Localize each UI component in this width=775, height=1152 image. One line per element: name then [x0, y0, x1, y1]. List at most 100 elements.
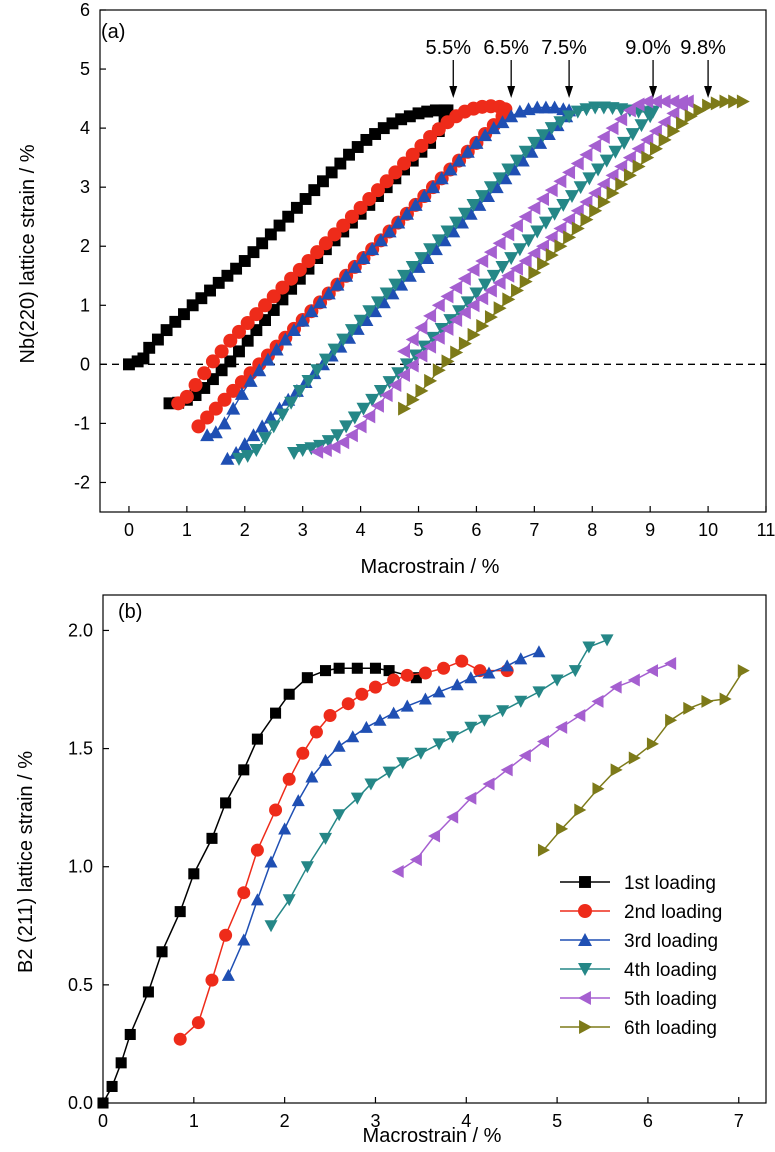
data-point: [527, 136, 542, 150]
data-point: [160, 324, 173, 337]
x-tick-label: 3: [370, 1111, 380, 1131]
y-tick-label: 4: [80, 118, 90, 138]
x-tick-label: 4: [461, 1111, 471, 1131]
data-point: [437, 661, 451, 675]
data-point: [302, 262, 315, 275]
data-point: [570, 156, 584, 171]
x-tick-label: 1: [189, 1111, 199, 1131]
data-point: [544, 122, 559, 136]
data-point: [336, 435, 350, 450]
data-point: [452, 305, 467, 319]
data-point: [240, 449, 255, 463]
data-point: [186, 299, 199, 312]
data-point: [403, 110, 416, 123]
data-point: [386, 117, 399, 130]
series-line: [542, 670, 744, 851]
data-point: [237, 933, 251, 946]
data-point: [269, 342, 284, 356]
data-point: [414, 320, 428, 335]
data-point: [310, 245, 325, 260]
data-point: [460, 296, 475, 310]
data-point: [178, 308, 190, 321]
data-point: [250, 324, 263, 337]
data-point: [369, 128, 382, 140]
data-point: [332, 739, 346, 752]
data-point: [591, 163, 606, 177]
data-point: [106, 1080, 118, 1092]
data-point: [405, 147, 420, 162]
y-tick-label: 3: [80, 177, 90, 197]
legend-label: 4th loading: [624, 960, 717, 981]
data-point: [249, 307, 264, 322]
data-point: [514, 695, 528, 708]
data-point: [446, 731, 460, 744]
plot-frame: [102, 594, 767, 1104]
data-point: [360, 133, 373, 146]
data-point: [408, 197, 423, 211]
y-tick-label: 0: [80, 354, 90, 374]
data-point: [657, 115, 671, 130]
data-point: [667, 124, 681, 139]
data-point: [538, 216, 553, 230]
data-point: [412, 107, 425, 120]
data-point: [362, 191, 377, 206]
data-point: [483, 245, 497, 260]
data-point: [579, 103, 594, 117]
data-point: [466, 298, 480, 313]
annotation-arrow-head: [449, 86, 458, 98]
data-point: [553, 116, 568, 130]
data-point: [283, 688, 295, 700]
data-point: [418, 692, 432, 705]
data-point: [362, 409, 376, 424]
data-point: [365, 393, 380, 407]
data-point: [282, 210, 295, 223]
data-point: [440, 225, 455, 239]
x-tick-label: 10: [698, 520, 718, 540]
data-point: [719, 94, 733, 109]
data-point: [241, 334, 254, 347]
data-point: [570, 105, 585, 119]
data-point: [240, 316, 255, 331]
data-point: [373, 233, 388, 247]
annotation-label: 9.8%: [680, 37, 726, 59]
data-point: [441, 104, 454, 117]
data-point: [200, 410, 215, 425]
data-point: [221, 968, 235, 981]
data-point: [554, 239, 568, 254]
data-point: [432, 685, 446, 698]
data-point: [219, 928, 233, 942]
data-point: [191, 1016, 205, 1030]
x-tick-label: 3: [298, 520, 308, 540]
data-point: [188, 868, 200, 880]
legend-marker: [578, 963, 592, 976]
data-point: [226, 383, 241, 398]
data-point: [500, 763, 513, 777]
data-point: [528, 265, 542, 280]
series-2nd-loading: [171, 99, 513, 434]
data-point: [440, 289, 454, 304]
data-point: [658, 132, 672, 147]
data-point: [702, 98, 716, 113]
data-point: [509, 218, 523, 233]
data-point: [221, 269, 234, 282]
series-6th-loading: [398, 94, 750, 416]
data-point: [293, 272, 306, 285]
legend-item: 5th loading: [560, 989, 717, 1010]
series-line: [227, 651, 540, 976]
x-tick-label: 1: [182, 520, 192, 540]
y-tick-label: 2: [80, 236, 90, 256]
data-point: [237, 886, 251, 900]
data-point: [151, 333, 164, 346]
data-point: [640, 94, 654, 109]
panel-b-chart: (b) Macrostrain / % B2 (211) lattice str…: [15, 594, 767, 1147]
data-point: [570, 203, 584, 218]
data-point: [179, 389, 194, 404]
data-point: [243, 373, 258, 387]
x-tick-label: 6: [643, 1111, 653, 1131]
data-point: [353, 314, 368, 328]
data-point: [224, 355, 237, 368]
data-point: [370, 398, 384, 413]
data-point: [641, 150, 655, 165]
panel-a-chart: (a) Macrostrain / % Nb(220) lattice stra…: [17, 0, 775, 578]
